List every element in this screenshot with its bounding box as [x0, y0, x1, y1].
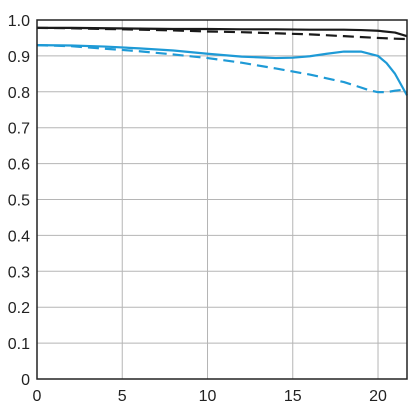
y-tick-label: 0.2: [8, 300, 30, 317]
x-tick-label: 5: [118, 388, 127, 405]
plot-frame: [36, 19, 408, 380]
x-tick-label: 0: [33, 388, 42, 405]
y-tick-label: 0.3: [8, 264, 30, 281]
series-line-2: [36, 26, 408, 41]
series-line-4: [36, 44, 408, 94]
y-tick-labels: 0 0.1 0.2 0.3 0.4 0.5 0.6 0.7 0.8 0.9 1.0: [8, 13, 30, 389]
y-tick-label: 0.7: [8, 121, 30, 138]
grid-lines: [36, 19, 407, 380]
y-tick-label: 0.5: [8, 193, 30, 210]
y-tick-label: 0.6: [8, 157, 30, 174]
x-tick-label: 10: [199, 388, 217, 405]
y-tick-label: 1.0: [8, 13, 30, 30]
y-tick-label: 0.9: [8, 49, 30, 66]
x-tick-label: 20: [369, 388, 387, 405]
x-tick-label: 15: [284, 388, 302, 405]
data-series: [36, 26, 408, 96]
x-tick-labels: 0 5 10 15 20: [33, 388, 387, 405]
y-tick-label: 0.8: [8, 85, 30, 102]
y-tick-label: 0.1: [8, 336, 30, 353]
y-tick-label: 0: [21, 372, 30, 389]
series-line-3: [36, 44, 408, 96]
y-tick-label: 0.4: [8, 228, 30, 245]
